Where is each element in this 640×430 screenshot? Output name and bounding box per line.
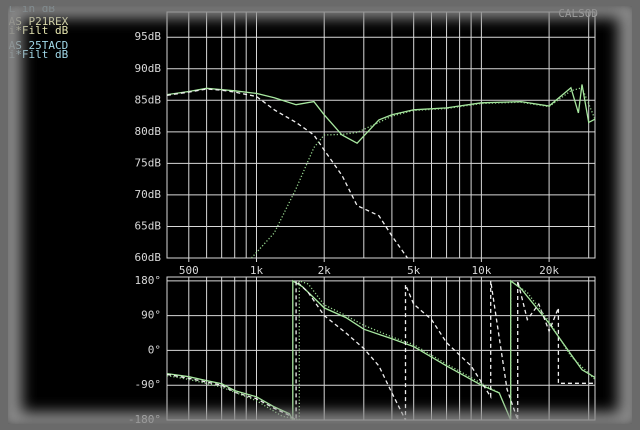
series-line [167, 279, 595, 420]
series-group [167, 84, 595, 258]
series-line [167, 84, 595, 145]
y-tick-label: 90dB [135, 62, 162, 75]
y-tick-label: 0° [148, 343, 161, 356]
series-line [167, 279, 595, 420]
y-tick-label: 90° [141, 309, 161, 322]
y-tick-label: 95dB [135, 30, 162, 43]
y-tick-label: 85dB [135, 93, 162, 106]
plot: 60dB 65dB 70dB 75dB 80dB 85dB 90dB 95dB 500 1k 2k 5… [135, 11, 596, 277]
y-tick-label: -90° [135, 378, 162, 391]
x-tick-label: 2k [318, 264, 332, 277]
y-tick-label: 80dB [135, 125, 162, 138]
y-tick-label: 180° [135, 274, 162, 287]
x-tick-label: 10k [471, 264, 491, 277]
x-tick-label: 5k [407, 264, 421, 277]
y-tick-label: 65dB [135, 219, 162, 232]
y-tick-label: 70dB [135, 188, 162, 201]
x-tick-label: 500 [179, 264, 199, 277]
x-tick-label: 1k [250, 264, 264, 277]
y-tick-label: 60dB [135, 251, 162, 264]
x-tick-label: 20k [539, 264, 559, 277]
y-tick-label: 75dB [135, 156, 162, 169]
series-group [167, 279, 595, 420]
series-line [167, 88, 409, 258]
series-line [251, 86, 595, 258]
series-line [167, 279, 595, 420]
